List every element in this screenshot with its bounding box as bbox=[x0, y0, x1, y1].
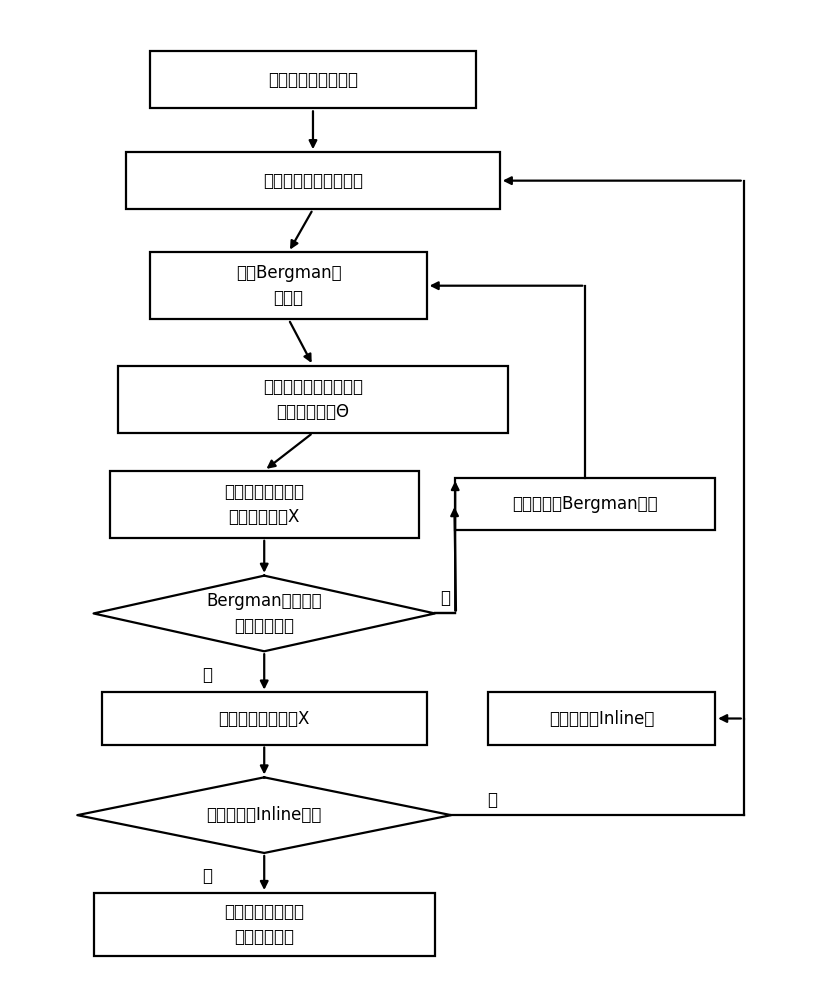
Bar bbox=[126, 152, 500, 209]
Text: 是最后一条Inline线吗: 是最后一条Inline线吗 bbox=[207, 806, 322, 824]
Bar bbox=[102, 692, 427, 745]
Bar bbox=[110, 471, 419, 538]
Bar bbox=[118, 366, 508, 433]
Bar bbox=[455, 478, 715, 530]
Text: 是: 是 bbox=[202, 867, 213, 885]
Text: 分裂Bergman迭
代开始: 分裂Bergman迭 代开始 bbox=[236, 264, 342, 307]
Text: Bergman迭代终止
条件是否满足: Bergman迭代终止 条件是否满足 bbox=[206, 592, 322, 635]
Text: 否: 否 bbox=[440, 589, 450, 607]
Text: 构建噪声压制目标函数: 构建噪声压制目标函数 bbox=[263, 172, 363, 190]
Text: 输出地震数据矩阵X: 输出地震数据矩阵X bbox=[218, 710, 310, 728]
Polygon shape bbox=[77, 777, 451, 853]
Text: 输出最终的噪声压
制地震数据体: 输出最终的噪声压 制地震数据体 bbox=[224, 903, 305, 946]
Bar bbox=[150, 51, 475, 108]
Polygon shape bbox=[94, 576, 435, 651]
Text: 否: 否 bbox=[487, 791, 497, 809]
Text: 输入原始地震数据体: 输入原始地震数据体 bbox=[268, 71, 358, 89]
Bar bbox=[94, 893, 435, 956]
Text: 进入下一次Bergman迭代: 进入下一次Bergman迭代 bbox=[512, 495, 658, 513]
Text: 奇异值阈值化算法求解
辅助变量矩阵Θ: 奇异值阈值化算法求解 辅助变量矩阵Θ bbox=[263, 378, 363, 421]
Text: 是: 是 bbox=[202, 666, 213, 684]
Bar bbox=[488, 692, 715, 745]
Text: 梯度投影算法求解
地震数据矩阵X: 梯度投影算法求解 地震数据矩阵X bbox=[224, 483, 305, 526]
Text: 跳入下一条Inline线: 跳入下一条Inline线 bbox=[548, 710, 654, 728]
Bar bbox=[150, 252, 427, 319]
